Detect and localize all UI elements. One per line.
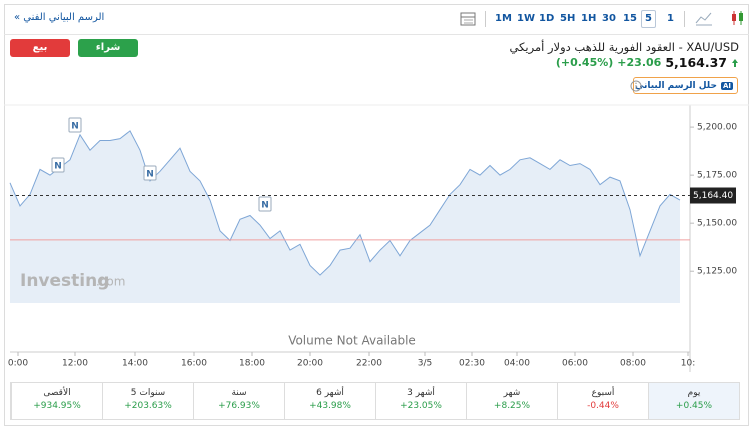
news-marker [68, 117, 82, 133]
y-tick-label: 5,175.00 [697, 171, 737, 181]
instrument-title: XAU/USD - العقود الفورية للذهب دولار أمر… [509, 40, 739, 54]
ai-button[interactable]: حلل الرسم البياني AI [633, 77, 738, 94]
news-marker-label: N [54, 162, 62, 172]
timeframe[interactable]: 1H [581, 13, 597, 24]
news-marker [143, 165, 157, 181]
period-change: +934.95% [33, 401, 81, 411]
x-tick-label: 14:00 [122, 359, 148, 369]
sell-button[interactable]: بيع [10, 39, 70, 57]
y-tick-label: 5,200.00 [697, 123, 737, 133]
x-tick-label: 02:30 [459, 359, 485, 369]
period-cell[interactable]: 6 أشهر +43.98% [284, 383, 375, 419]
period-change: +76.93% [218, 401, 260, 411]
price: 5,164.37 [665, 55, 727, 70]
x-tick-label: 04:00 [504, 359, 530, 369]
watermark-suffix: .com [96, 275, 125, 289]
timeframe[interactable]: 1W [517, 13, 535, 24]
divider [485, 11, 486, 27]
buy-button[interactable]: شراء [78, 39, 138, 57]
ai-badge: AI [720, 81, 733, 90]
table-icon[interactable] [459, 10, 477, 28]
period-change: +203.63% [124, 401, 172, 411]
x-tick-label: 0:00 [8, 359, 28, 369]
up-arrow [732, 58, 738, 67]
news-marker [258, 196, 272, 212]
price-line [9, 130, 681, 276]
period-cell[interactable]: أسبوع -0.44% [557, 383, 648, 419]
frame [4, 4, 749, 426]
timeframe[interactable]: 1M [495, 13, 512, 24]
news-marker-label: N [146, 170, 154, 180]
news-marker-label: N [71, 122, 79, 132]
timeframe[interactable]: 1 [667, 13, 674, 24]
timeframe[interactable]: 1D [539, 13, 555, 24]
watermark: Investing [20, 271, 109, 291]
timeframe[interactable]: 5 [641, 10, 656, 28]
news-marker-label: N [261, 201, 269, 211]
period-cell[interactable]: الأقصى +934.95% [11, 383, 102, 419]
period-label: 3 أشهر [407, 388, 435, 398]
x-tick-label: 12:00 [62, 359, 88, 369]
x-tick-label: 08:00 [620, 359, 646, 369]
x-tick-label: 3/5 [418, 359, 432, 369]
period-cell[interactable]: سنة +76.93% [193, 383, 284, 419]
period-label: شهر [503, 388, 521, 398]
period-change: +0.45% [675, 401, 713, 411]
divider [4, 34, 749, 35]
y-tick-label: 5,125.00 [697, 267, 737, 277]
last-price-label: 5,164.40 [693, 191, 733, 201]
area [10, 130, 680, 303]
x-tick-label: 16:00 [181, 359, 207, 369]
period-change: +43.98% [309, 401, 351, 411]
area-icon[interactable] [694, 9, 714, 27]
x-tick-label: 20:00 [297, 359, 323, 369]
x-tick-label: 06:00 [562, 359, 588, 369]
divider [684, 11, 685, 27]
x-tick-label: 10: [681, 359, 695, 369]
y-tick-label: 5,150.00 [697, 219, 737, 229]
period-change: +8.25% [493, 401, 531, 411]
ai-button-label: حلل الرسم البياني [634, 80, 717, 91]
period-cell[interactable]: شهر +8.25% [466, 383, 557, 419]
news-marker [51, 157, 65, 173]
timeframe[interactable]: 30 [602, 13, 616, 24]
period-cell[interactable]: 3 أشهر +23.05% [375, 383, 466, 419]
period-change: -0.44% [587, 401, 619, 411]
x-tick-label: 18:00 [239, 359, 265, 369]
timeframe[interactable]: 15 [623, 13, 637, 24]
timeframe[interactable]: 5H [560, 13, 576, 24]
change: +23.06 [617, 56, 662, 69]
performance-table: يوم +0.45% أسبوع -0.44% شهر +8.25% 3 أشهر +23.0… [10, 382, 740, 420]
x-tick-label: 22:00 [356, 359, 382, 369]
info-icon[interactable] [630, 80, 642, 92]
period-label: يوم [687, 388, 701, 398]
period-label: الأقصى [43, 388, 71, 398]
volume-note: Volume Not Available [288, 334, 416, 348]
price-row: (+0.45%) +23.06 5,164.37 [556, 55, 739, 70]
period-cell[interactable]: يوم +0.45% [648, 383, 739, 419]
period-label: أسبوع [591, 388, 615, 398]
technical-link[interactable]: الرسم البياني الفني » [14, 12, 105, 23]
period-label: 5 سنوات [130, 388, 166, 398]
period-cell[interactable]: 5 سنوات +203.63% [102, 383, 193, 419]
period-label: 6 أشهر [316, 388, 344, 398]
candle-icon[interactable] [728, 8, 748, 28]
period-change: +23.05% [400, 401, 442, 411]
change-pct: (+0.45%) [555, 56, 614, 69]
period-label: سنة [231, 388, 247, 398]
last-price-box [690, 187, 736, 204]
